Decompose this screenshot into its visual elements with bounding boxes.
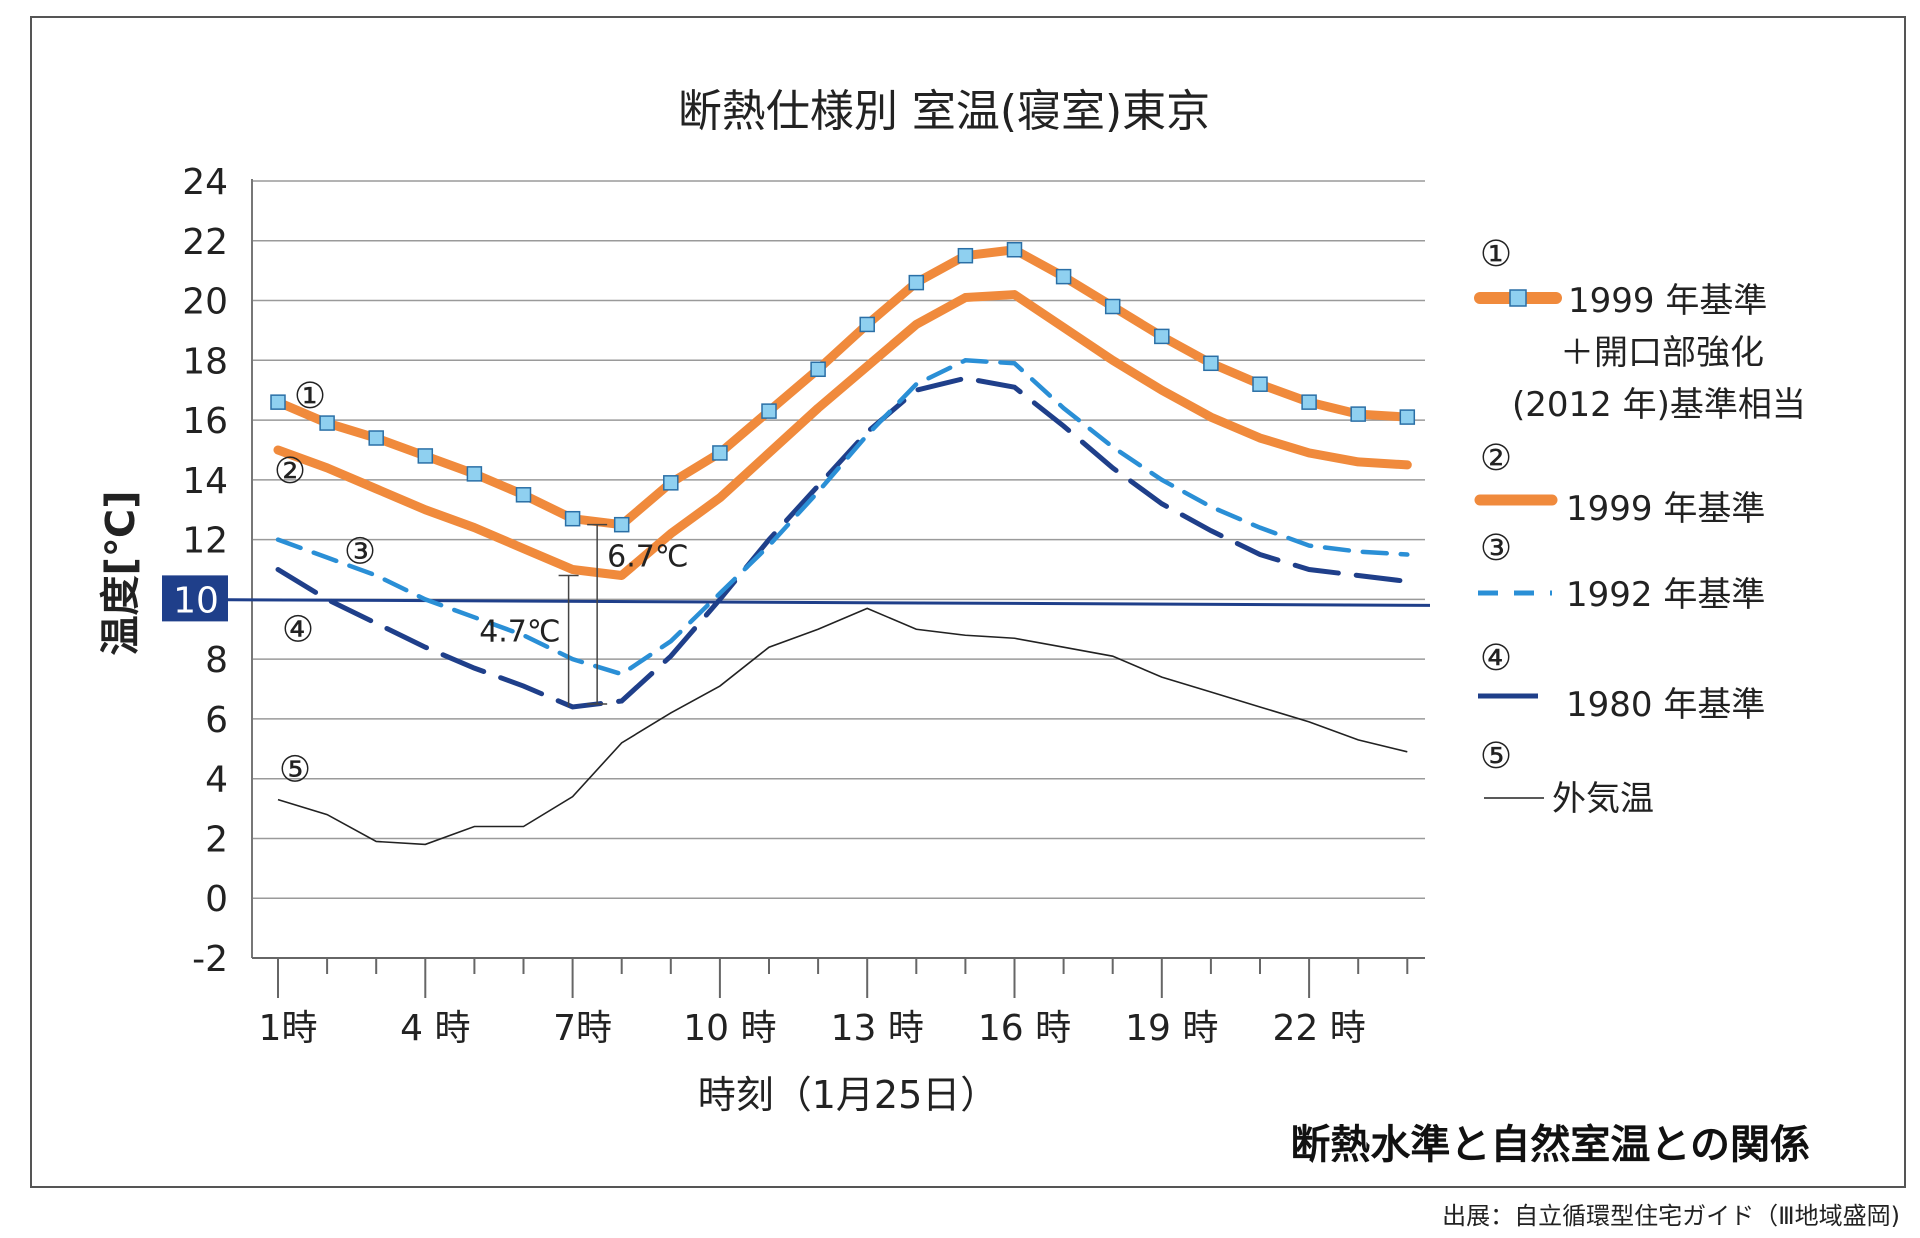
data-point [564,510,581,527]
x-tick-label: 16 時 [978,1008,1071,1049]
y-tick-label: 12 [182,521,228,562]
x-tick-label: 1時 [259,1008,318,1049]
data-point [1154,328,1170,345]
data-point [417,448,434,464]
y-tick-label: 8 [205,640,228,681]
legend-number: ② [1480,438,1512,479]
y-tick-label: 24 [182,162,228,203]
gridlines [251,179,1425,959]
legend-label: 1999 年基準 [1568,281,1767,321]
x-axis-label: 時刻（1月25日） [698,1073,999,1117]
series-number-label: ④ [282,609,314,650]
legend-label: (2012 年)基準相当 [1512,385,1806,425]
data-point [810,361,826,378]
data-point [270,394,286,410]
data-point [1055,268,1072,285]
x-tick-label: 22 時 [1272,1008,1365,1049]
series-lines [270,241,1416,846]
data-point [515,487,532,503]
y-tick-label: -2 [192,939,228,980]
series-line-1980 [275,375,1410,710]
legend-label: 1980 年基準 [1566,685,1765,725]
y-tick-label: 16 [182,401,228,442]
x-tick-label: 10 時 [683,1008,776,1049]
series-number-labels: ① ②③④ ⑤ [274,376,376,791]
data-point [1104,298,1121,315]
chart-subtitle: 断熱水準と自然室温との関係 [1290,1122,1810,1168]
annotation-label: 4.7℃ [479,614,560,649]
series-number-label: ② [274,451,306,492]
series-number-label: ⑤ [279,750,311,791]
y-tick-label: 6 [205,700,228,741]
y-tick-label: 0 [205,879,228,920]
y-tick-label: 2 [205,819,228,860]
y-tick-label: 10 [173,580,219,621]
data-point [1399,409,1416,425]
data-point [859,316,875,333]
series-number-label: ① [294,376,326,417]
data-point [663,475,679,491]
chart-frame [30,16,1906,1188]
series-line-1992 [275,358,1410,677]
data-point [368,430,384,446]
series-line-1999 [273,290,1412,580]
legend-label: ＋開口部強化 [1560,333,1764,373]
x-tick-label: 13 時 [831,1008,924,1049]
highlight-ytick-box [162,575,228,622]
data-point [1203,355,1219,372]
data-point [908,274,925,291]
data-point [613,516,630,533]
legend-label: 1992 年基準 [1566,575,1765,615]
y-tick-label: 14 [182,461,228,502]
x-tick-label: 19 時 [1125,1008,1218,1049]
y-axis-label: 温度[℃] [98,491,144,656]
legend-number: ③ [1480,528,1512,569]
data-point [957,247,974,264]
series-line-outdoor [277,607,1408,846]
legend-number: ⑤ [1480,736,1512,777]
reference-line-10 [161,597,1431,607]
data-point [319,415,335,431]
annotations: 6.7℃ 4.7℃ [479,523,689,707]
legend-number: ① [1480,234,1512,275]
y-tick-label: 4 [205,760,228,801]
data-point [761,403,777,419]
y-tick-label: 22 [182,222,228,263]
legend-swatch-marker [1509,289,1527,307]
series-line-1999-plus [273,245,1412,530]
chart-title: 断熱仕様別 室温(寝室)東京 [678,86,1210,137]
source-credit: 出展：自立循環型住宅ガイド（Ⅲ地域盛岡) [1442,1202,1900,1230]
data-point [466,466,483,482]
data-point [1301,394,1317,410]
y-tick-label: 20 [182,282,228,323]
legend-label: 1999 年基準 [1566,489,1765,529]
data-point [712,445,728,461]
data-point [1350,406,1366,422]
data-point [1006,241,1023,258]
legend-label: 外気温 [1552,779,1654,819]
data-point [1252,376,1268,392]
legend-number: ④ [1480,638,1512,679]
series-number-label: ③ [344,532,376,573]
reference-line [161,597,1431,607]
annotation-label: 6.7℃ [607,540,688,575]
x-axis: 1時 4 時 7時 10 時 13 時 16 時 19 時 22 時 [252,957,1425,1049]
y-tick-label: 18 [182,341,228,382]
x-tick-label: 7時 [553,1008,612,1049]
x-tick-label: 4 時 [400,1008,470,1049]
